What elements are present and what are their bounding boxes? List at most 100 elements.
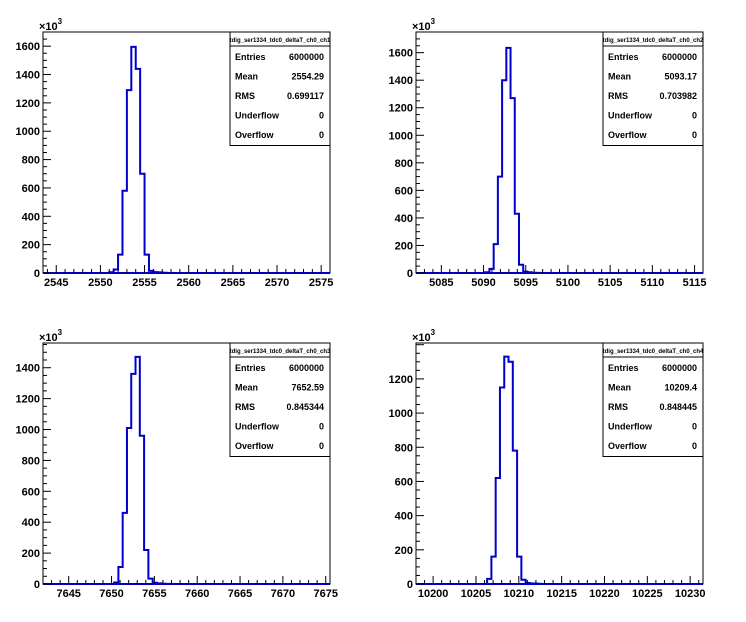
- stat-label: Overflow: [235, 130, 275, 140]
- stat-label: Overflow: [235, 441, 275, 451]
- stat-value: 6000000: [662, 52, 697, 62]
- stat-value: 0: [319, 441, 324, 451]
- stat-value: 0: [692, 130, 697, 140]
- x-tick-label: 2555: [132, 277, 156, 289]
- y-axis-multiplier: ×103: [39, 328, 63, 344]
- y-tick-label: 0: [34, 579, 40, 591]
- x-tick-label: 10200: [418, 588, 449, 600]
- y-tick-label: 1200: [16, 98, 40, 110]
- stats-box: [229, 31, 331, 146]
- x-tick-label: 5100: [556, 277, 580, 289]
- stat-label: RMS: [608, 91, 628, 101]
- y-tick-label: 1000: [16, 425, 40, 437]
- y-tick-label: 1600: [16, 41, 40, 53]
- x-tick-label: 5095: [513, 277, 537, 289]
- x-tick-label: 7665: [228, 588, 252, 600]
- histogram-title: tdig_ser1334_tdc0_deltaT_ch0_ch1: [230, 38, 331, 44]
- histogram-panel-2: 5085 5090 5095 5100 5105 5110 5115 0 200 400 600 80…: [389, 17, 707, 289]
- y-tick-label: 1000: [16, 126, 40, 138]
- stats-box: [229, 342, 331, 457]
- stat-value: 0.845344: [286, 402, 324, 412]
- x-tick-label: 5085: [429, 277, 453, 289]
- x-tick-label: 10215: [546, 588, 577, 600]
- y-tick-label: 400: [395, 511, 413, 523]
- stat-label: Underflow: [608, 111, 653, 121]
- y-tick-label: 0: [407, 268, 413, 280]
- y-tick-label: 200: [395, 545, 413, 557]
- y-axis-multiplier: ×103: [412, 17, 436, 33]
- stat-label: RMS: [608, 402, 628, 412]
- y-tick-label: 1400: [16, 70, 40, 82]
- histogram-line: [486, 355, 544, 585]
- x-tick-label: 10225: [632, 588, 663, 600]
- y-tick-label: 0: [34, 268, 40, 280]
- stat-value: 0: [692, 111, 697, 121]
- multiplier-base: ×10: [412, 332, 431, 344]
- y-tick-label: 1400: [16, 363, 40, 375]
- x-tick-label: 7645: [56, 588, 80, 600]
- stat-value: 0.699117: [287, 91, 324, 101]
- multiplier-exponent: 3: [58, 17, 63, 26]
- stat-value: 0.848445: [659, 402, 697, 412]
- stat-value: 0.703982: [659, 91, 697, 101]
- stat-label: Entries: [235, 52, 266, 62]
- stat-label: Entries: [235, 363, 266, 373]
- x-tick-label: 2550: [88, 277, 112, 289]
- stat-value: 0: [319, 130, 324, 140]
- histogram-title: tdig_ser1334_tdc0_deltaT_ch0_ch4: [603, 349, 704, 355]
- y-tick-label: 200: [22, 548, 40, 560]
- histogram-line: [484, 46, 542, 274]
- multiplier-base: ×10: [39, 21, 58, 33]
- x-tick-label: 5110: [640, 277, 664, 289]
- x-tick-label: 5115: [683, 277, 707, 289]
- x-tick-label: 7675: [313, 588, 337, 600]
- stats-box: [602, 342, 704, 457]
- y-tick-label: 600: [22, 486, 40, 498]
- stat-label: Underflow: [235, 111, 280, 121]
- multiplier-base: ×10: [39, 332, 58, 344]
- stat-label: Overflow: [608, 441, 648, 451]
- y-tick-label: 800: [395, 158, 413, 170]
- y-tick-label: 200: [22, 240, 40, 252]
- multiplier-exponent: 3: [431, 328, 436, 337]
- y-tick-label: 600: [395, 185, 413, 197]
- y-tick-label: 200: [395, 240, 413, 252]
- stat-label: RMS: [235, 91, 255, 101]
- stat-label: Overflow: [608, 130, 648, 140]
- stat-value: 2554.29: [291, 72, 324, 82]
- stat-value: 0: [319, 422, 324, 432]
- y-tick-label: 800: [22, 155, 40, 167]
- stat-value: 5093.17: [664, 72, 697, 82]
- x-tick-label: 10220: [589, 588, 620, 600]
- x-tick-label: 7670: [271, 588, 295, 600]
- stat-value: 0: [692, 422, 697, 432]
- stats-box: [602, 31, 704, 146]
- y-tick-label: 1200: [389, 103, 413, 115]
- y-tick-label: 800: [22, 455, 40, 467]
- histogram-line: [108, 45, 168, 274]
- x-tick-label: 7660: [185, 588, 209, 600]
- stat-label: RMS: [235, 402, 255, 412]
- stat-value: 0: [319, 111, 324, 121]
- x-tick-label: 2565: [221, 277, 245, 289]
- x-tick-label: 2575: [309, 277, 333, 289]
- stat-label: Entries: [608, 52, 639, 62]
- y-tick-label: 1600: [389, 48, 413, 60]
- x-tick-label: 10205: [461, 588, 492, 600]
- x-tick-label: 2545: [44, 277, 68, 289]
- stat-value: 6000000: [289, 363, 324, 373]
- stat-label: Mean: [608, 383, 631, 393]
- multiplier-base: ×10: [412, 21, 431, 33]
- y-tick-label: 600: [395, 476, 413, 488]
- stat-label: Entries: [608, 363, 639, 373]
- multiplier-exponent: 3: [431, 17, 436, 26]
- y-tick-label: 800: [395, 442, 413, 454]
- x-tick-label: 2570: [265, 277, 289, 289]
- stat-label: Mean: [235, 72, 258, 82]
- stat-label: Mean: [235, 383, 258, 393]
- histogram-line: [113, 355, 171, 585]
- y-tick-label: 1200: [16, 394, 40, 406]
- x-tick-label: 7655: [142, 588, 166, 600]
- x-tick-label: 5090: [471, 277, 495, 289]
- stat-value: 10209.4: [664, 383, 697, 393]
